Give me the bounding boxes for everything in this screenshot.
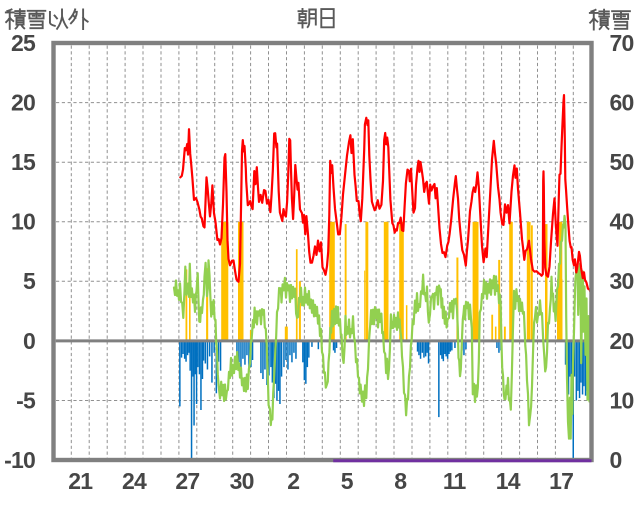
- svg-text:11: 11: [443, 468, 467, 494]
- svg-text:30: 30: [610, 268, 634, 294]
- svg-text:40: 40: [610, 209, 634, 235]
- svg-text:15: 15: [11, 149, 36, 175]
- svg-text:14: 14: [496, 468, 521, 494]
- svg-text:10: 10: [610, 387, 634, 413]
- svg-text:2: 2: [287, 468, 299, 494]
- svg-text:21: 21: [68, 468, 93, 494]
- svg-text:17: 17: [549, 468, 573, 494]
- svg-text:8: 8: [394, 468, 407, 494]
- svg-text:27: 27: [175, 468, 199, 494]
- svg-text:25: 25: [11, 30, 36, 56]
- svg-text:-5: -5: [16, 387, 36, 413]
- svg-text:5: 5: [23, 268, 36, 294]
- svg-text:70: 70: [610, 30, 634, 56]
- svg-text:30: 30: [230, 468, 254, 494]
- svg-text:60: 60: [610, 90, 634, 116]
- svg-text:24: 24: [122, 468, 147, 494]
- svg-text:0: 0: [610, 447, 622, 473]
- svg-text:20: 20: [11, 90, 35, 116]
- svg-text:0: 0: [23, 328, 35, 354]
- svg-text:50: 50: [610, 149, 634, 175]
- svg-text:20: 20: [610, 328, 634, 354]
- svg-text:-10: -10: [4, 447, 35, 473]
- svg-text:10: 10: [11, 209, 35, 235]
- svg-text:5: 5: [341, 468, 354, 494]
